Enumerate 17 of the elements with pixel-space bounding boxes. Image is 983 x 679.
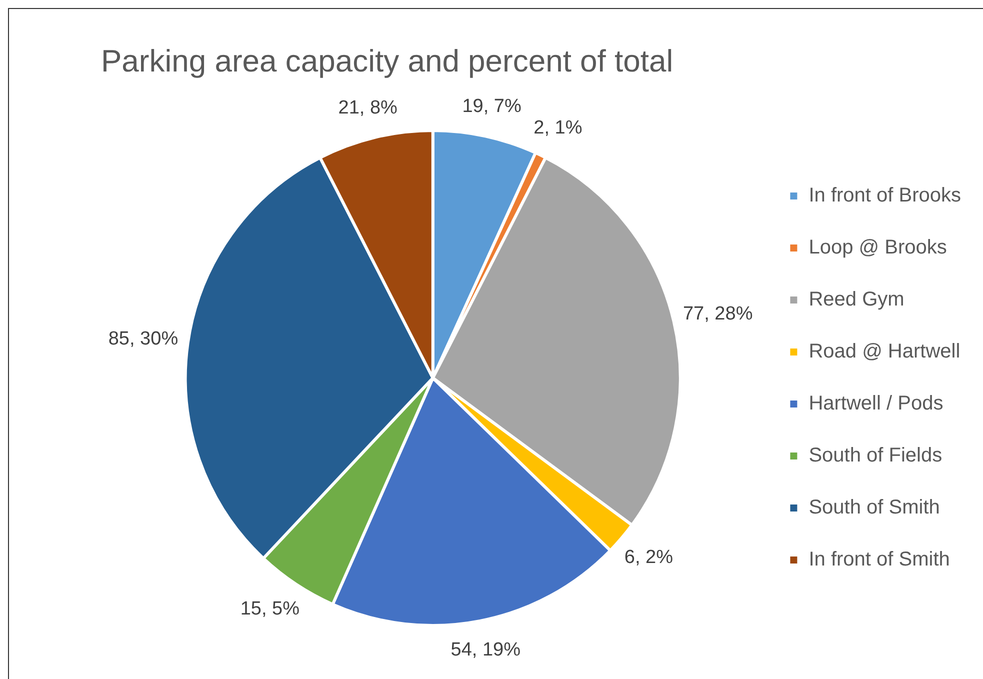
data-label: 19, 7%	[462, 96, 522, 118]
legend-label: Reed Gym	[808, 288, 904, 311]
legend-label: In front of Smith	[808, 548, 950, 571]
legend-label: In front of Brooks	[808, 184, 961, 207]
legend-label: South of Fields	[808, 444, 942, 467]
data-label: 54, 19%	[450, 640, 521, 661]
legend-label: Loop @ Brooks	[808, 236, 947, 259]
legend-label: Road @ Hartwell	[808, 340, 960, 363]
data-label: 6, 2%	[624, 546, 674, 568]
chart-title: Parking area capacity and percent of total	[101, 44, 674, 79]
data-label: 2, 1%	[534, 117, 582, 138]
data-label: 21, 8%	[338, 97, 398, 118]
data-label: 85, 30%	[108, 328, 178, 350]
data-label: 15, 5%	[240, 598, 300, 620]
legend-label: Hartwell / Pods	[808, 392, 944, 415]
data-label: 77, 28%	[682, 304, 753, 325]
legend-label: South of Smith	[808, 496, 940, 519]
